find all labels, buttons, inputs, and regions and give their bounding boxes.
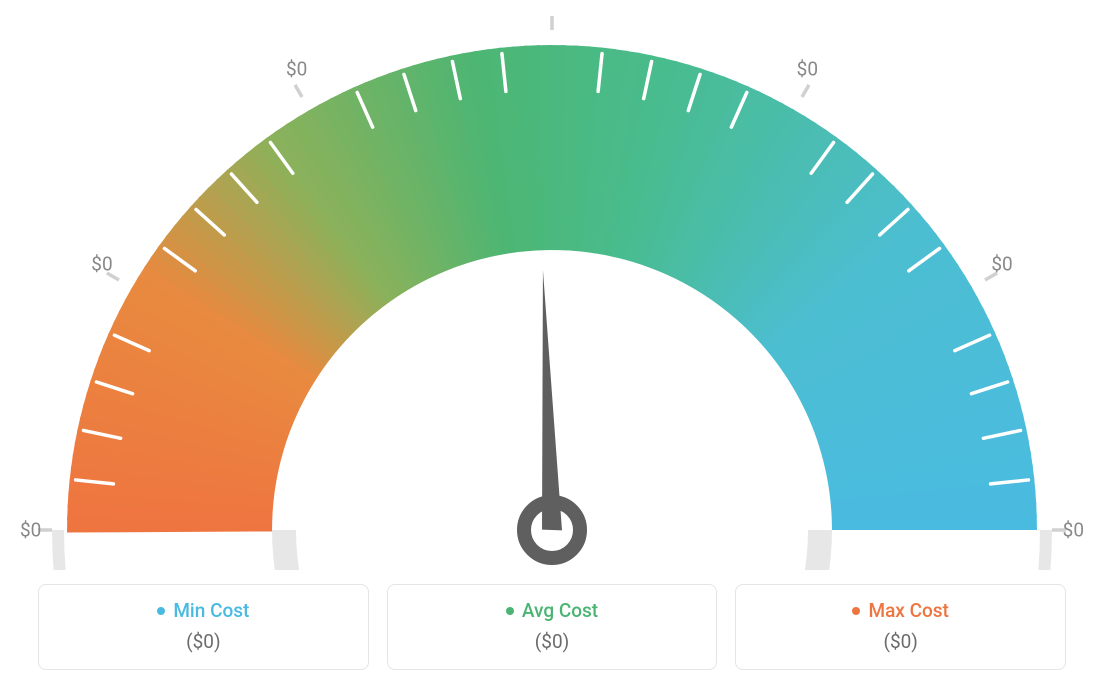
legend-label-avg: Avg Cost: [522, 599, 598, 622]
gauge-tick-label: $0: [286, 58, 307, 81]
gauge-wrapper: $0$0$0$0$0$0$0: [22, 10, 1082, 570]
legend-dot-avg: [506, 607, 514, 615]
gauge-chart-container: $0$0$0$0$0$0$0 Min Cost ($0) Avg Cost ($…: [0, 0, 1104, 690]
gauge-tick-label: $0: [20, 519, 41, 542]
gauge-tick-label: $0: [991, 253, 1012, 276]
legend-dot-min: [157, 607, 165, 615]
gauge-tick-label: $0: [797, 58, 818, 81]
legend-title-max: Max Cost: [852, 599, 948, 622]
legend-value-avg: ($0): [408, 630, 697, 653]
legend-dot-max: [852, 607, 860, 615]
legend-title-avg: Avg Cost: [506, 599, 598, 622]
gauge-tick-label: $0: [1063, 519, 1084, 542]
legend-value-min: ($0): [59, 630, 348, 653]
legend-card-min: Min Cost ($0): [38, 584, 369, 670]
legend-card-max: Max Cost ($0): [735, 584, 1066, 670]
legend-row: Min Cost ($0) Avg Cost ($0) Max Cost ($0…: [38, 584, 1066, 670]
legend-title-min: Min Cost: [157, 599, 249, 622]
gauge-svg: [22, 10, 1082, 570]
legend-card-avg: Avg Cost ($0): [387, 584, 718, 670]
gauge-tick-label: $0: [91, 253, 112, 276]
legend-value-max: ($0): [756, 630, 1045, 653]
legend-label-min: Min Cost: [173, 599, 249, 622]
legend-label-max: Max Cost: [868, 599, 948, 622]
